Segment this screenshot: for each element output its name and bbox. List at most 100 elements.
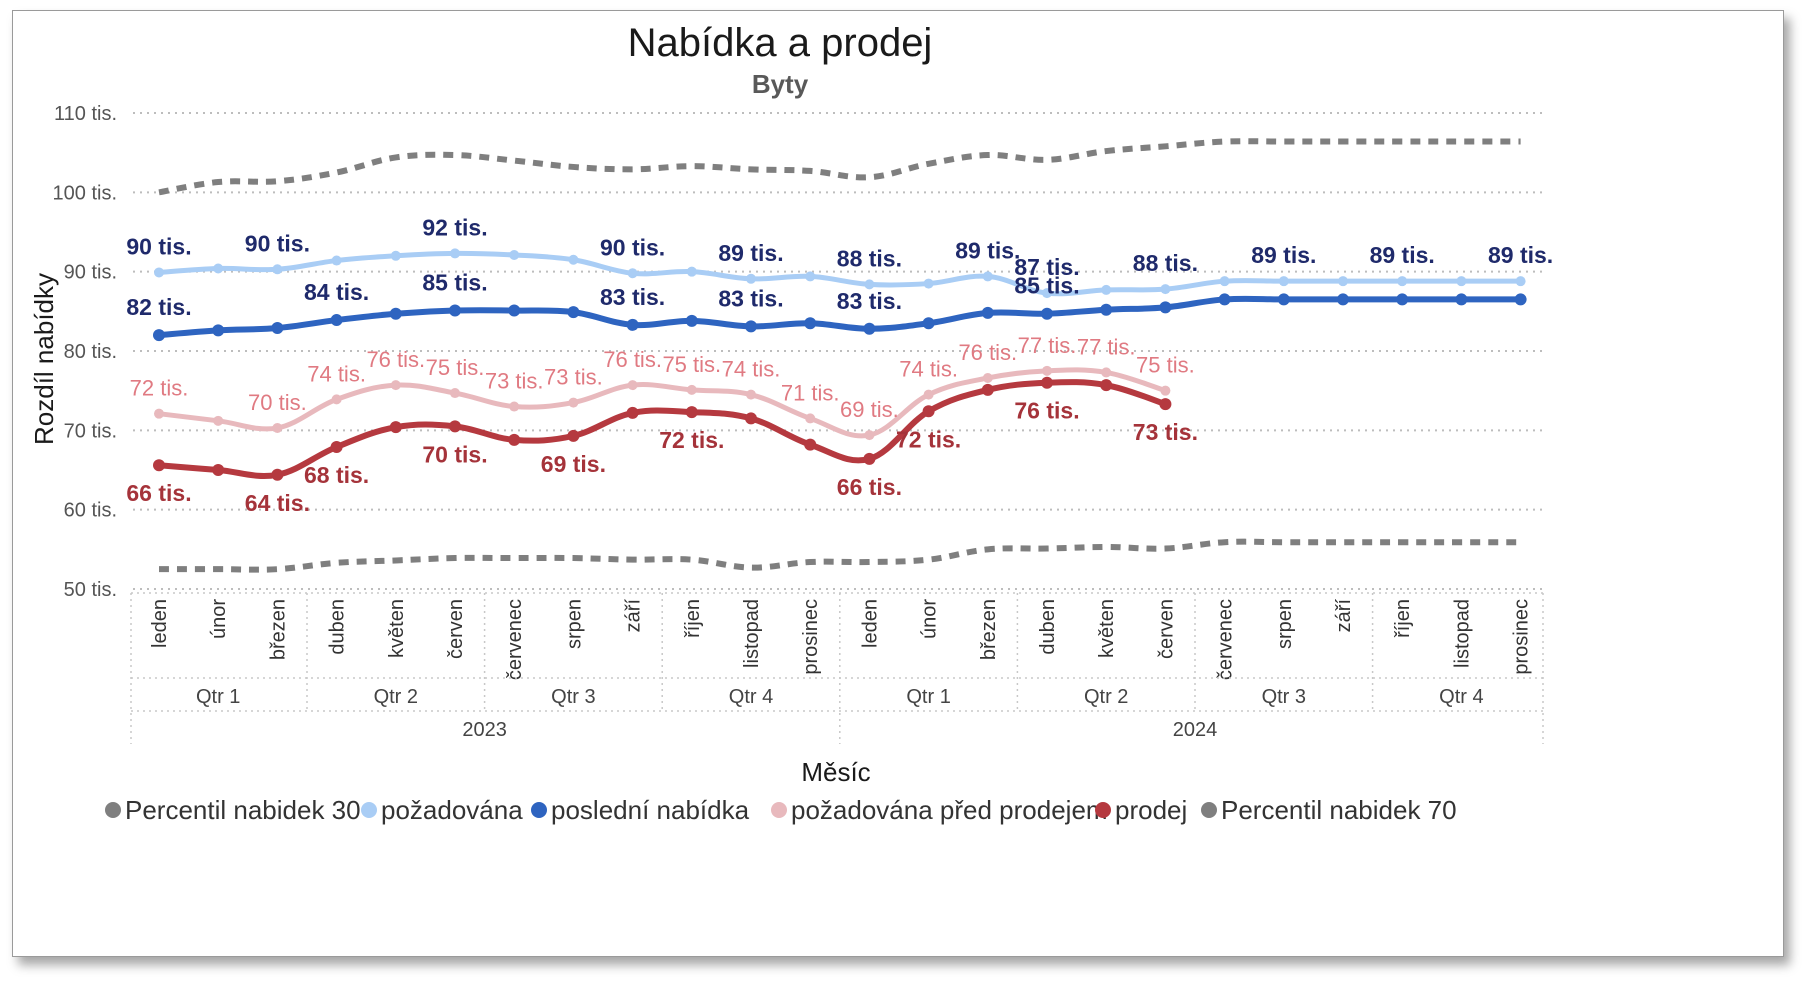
data-label: 76 tis. [1014,398,1079,424]
data-point [685,406,698,419]
chart-title: Nabídka a prodej [628,21,933,65]
quarter-label: Qtr 2 [374,686,418,708]
data-point [686,266,697,277]
data-label: 83 tis. [718,285,783,311]
data-point [982,271,993,282]
data-label: 71 tis. [781,380,840,405]
data-point [1041,376,1053,389]
data-point [805,413,816,424]
data-point [1455,293,1468,306]
quarter-label: Qtr 2 [1084,686,1128,708]
data-label: 72 tis. [130,376,189,401]
quarter-label: Qtr 1 [906,686,950,708]
data-label: 70 tis. [248,390,307,415]
legend-label: prodej [1115,795,1187,825]
data-point [331,394,342,405]
data-label: 83 tis. [837,288,902,314]
data-point [1397,276,1408,287]
x-tick-label: září [623,599,645,633]
x-tick-label: listopad [1451,599,1473,668]
data-point [627,380,638,391]
data-point [389,307,402,320]
data-point [330,440,343,453]
x-tick-label: květen [1096,599,1118,658]
data-label: 88 tis. [1133,250,1198,276]
series-line [158,138,1521,196]
data-point [1159,301,1172,314]
data-label: 73 tis. [544,365,603,390]
legend-marker [771,802,787,818]
x-tick-label: březen [978,599,1000,660]
data-label: 69 tis. [541,451,606,477]
data-label: 64 tis. [245,490,310,516]
data-point [389,421,402,434]
data-point [212,324,225,337]
data-label: 89 tis. [1251,242,1316,268]
data-point [213,263,224,274]
legend-marker [361,802,377,818]
data-point [863,452,876,465]
data-label: 76 tis. [603,347,662,372]
data-label: 89 tis. [1370,242,1435,268]
x-tick-label: prosinec [800,599,822,675]
data-label: 77 tis. [1077,334,1136,359]
y-tick-label: 70 tis. [64,420,117,442]
data-label: 75 tis. [426,355,485,380]
data-point [272,264,283,275]
series-line [158,250,1521,297]
data-point [271,468,284,481]
data-point [923,278,934,289]
data-point [568,397,579,408]
data-point [1042,288,1052,299]
data-point [1396,293,1409,306]
data-label: 82 tis. [126,294,191,320]
y-tick-label: 110 tis. [54,103,117,125]
data-label: 75 tis. [1136,353,1195,378]
data-point [804,438,817,451]
data-point [1160,284,1171,295]
x-axis: leden únor březen duben květen červen červenec… [130,592,1544,744]
data-point [626,406,639,419]
data-label: 72 tis. [659,427,724,453]
data-point [864,279,875,290]
data-point [1218,293,1231,306]
data-point [804,317,817,330]
data-point [567,429,580,442]
data-point [1278,276,1289,287]
series-lines [153,138,1527,573]
legend-marker [1095,802,1111,818]
data-point [981,383,994,396]
data-point [1042,365,1052,376]
data-point [1159,398,1172,411]
data-label: 85 tis. [1014,273,1079,299]
data-point [154,267,164,278]
data-point [213,415,224,426]
data-point [981,306,994,319]
x-tick-label: říjen [1392,599,1414,638]
data-label: 72 tis. [896,426,961,452]
data-point [212,464,225,476]
data-point [271,321,284,334]
x-tick-label: prosinec [1511,599,1533,675]
x-axis-title: Měsíc [801,757,870,787]
x-tick-label: červenec [1215,599,1237,680]
data-label: 89 tis. [1488,242,1553,268]
data-label: 83 tis. [600,284,665,310]
data-point [1337,293,1349,306]
data-point [863,322,876,335]
data-label: 87 tis. [1014,254,1079,280]
data-point [449,420,461,433]
data-point [745,320,757,333]
data-point [1100,303,1113,316]
data-label: 66 tis. [126,480,191,506]
data-point [1456,276,1467,287]
data-label: 69 tis. [840,397,899,422]
data-label: 90 tis. [600,234,665,260]
data-label: 74 tis. [899,357,958,382]
data-point [745,412,757,425]
legend-label: poslední nabídka [551,795,750,825]
quarter-label: Qtr 3 [1262,686,1306,708]
data-point [1219,276,1230,287]
legend-marker [105,802,121,818]
data-point [686,384,697,395]
